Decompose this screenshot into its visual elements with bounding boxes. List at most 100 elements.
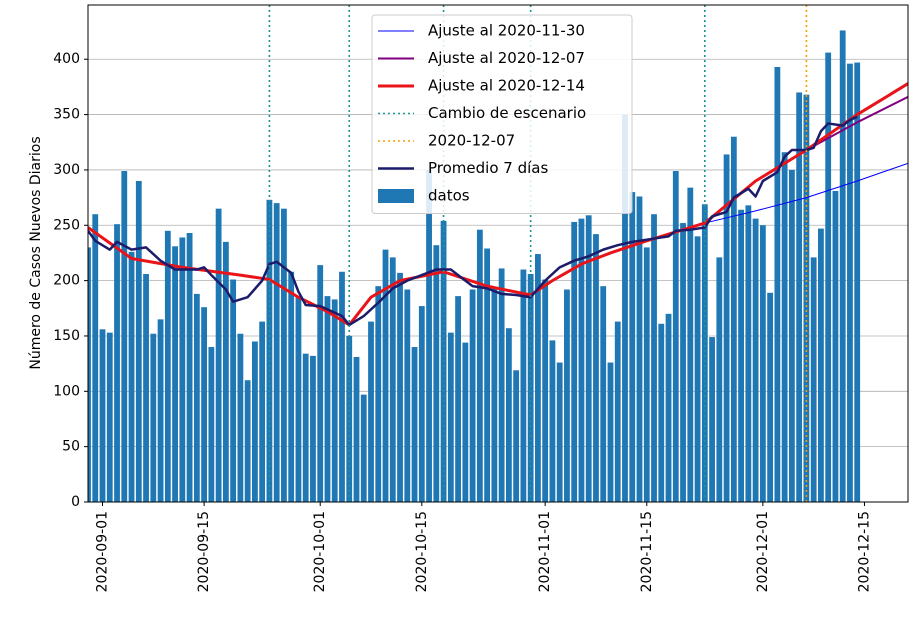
bar (106, 332, 113, 502)
x-tick-label: 2020-12-15 (856, 511, 872, 592)
bar (404, 289, 411, 502)
bar (331, 299, 338, 502)
bar (375, 286, 382, 502)
bar (389, 257, 396, 502)
bar (788, 169, 795, 502)
bar (237, 333, 244, 502)
bar (527, 273, 534, 502)
legend-label: Cambio de escenario (428, 104, 586, 122)
bar (600, 286, 607, 502)
bar (368, 321, 374, 502)
bar (752, 218, 759, 502)
y-tick-label: 350 (53, 107, 80, 123)
axes: 0 50 100 150 200 250 300 350 400 2020-09-01 2020-0… (53, 51, 872, 592)
bar (92, 214, 99, 502)
y-tick-label: 200 (53, 273, 80, 289)
bar (593, 234, 599, 502)
bar (832, 190, 839, 502)
bar (491, 287, 498, 502)
bar (542, 279, 549, 502)
legend-label: Ajuste al 2020-12-14 (428, 77, 585, 95)
bar (709, 337, 715, 502)
bar (426, 169, 432, 502)
bar (687, 187, 694, 502)
bar (230, 279, 237, 502)
bar (88, 247, 91, 502)
bar (549, 340, 556, 502)
bar (810, 257, 817, 502)
bar (672, 171, 679, 502)
x-tick-label: 2020-12-01 (755, 511, 771, 592)
bar (150, 333, 157, 502)
bar (585, 215, 592, 502)
bar (121, 171, 128, 502)
bar (781, 152, 788, 502)
bar (462, 342, 469, 502)
bar (658, 323, 665, 502)
x-tick-label: 2020-10-15 (414, 511, 430, 592)
bar (455, 296, 461, 502)
legend-label: Promedio 7 días (428, 159, 548, 177)
bar (179, 237, 186, 502)
bar (513, 370, 520, 502)
legend-label: Ajuste al 2020-12-07 (428, 49, 585, 67)
axes-frame (87, 4, 909, 503)
bar (135, 180, 142, 502)
bar (854, 62, 861, 502)
bar (244, 380, 251, 502)
bar (469, 289, 476, 502)
bar (157, 319, 164, 502)
line (88, 115, 858, 327)
bar (128, 251, 135, 502)
y-tick-label: 0 (71, 494, 80, 510)
bar (745, 205, 752, 502)
bar (259, 321, 266, 502)
bar (447, 332, 454, 502)
bar (651, 214, 657, 502)
legend-box (371, 14, 633, 214)
bar (818, 228, 824, 502)
bar (222, 241, 229, 502)
bar (803, 94, 810, 502)
bar (433, 245, 440, 502)
bar (665, 313, 672, 502)
bar (520, 269, 527, 502)
bar (505, 328, 512, 502)
bar (730, 136, 737, 502)
bar (643, 247, 650, 502)
y-tick-label: 150 (53, 328, 80, 344)
y-tick-label: 250 (53, 217, 80, 233)
bar (622, 114, 628, 502)
bar (767, 292, 774, 502)
bar (295, 297, 302, 502)
bar (273, 203, 280, 502)
bar (701, 204, 708, 502)
bar (302, 353, 309, 502)
x-tick-label: 2020-10-01 (312, 511, 328, 592)
bar (498, 268, 505, 502)
y-tick-label: 50 (62, 439, 80, 455)
bar (411, 347, 418, 502)
bar (476, 229, 483, 502)
legend-label: 2020-12-07 (428, 132, 515, 150)
bar (535, 254, 541, 502)
bar (418, 306, 425, 502)
bar (353, 356, 360, 502)
bar (629, 192, 636, 502)
bar (614, 321, 621, 502)
bar (564, 289, 570, 502)
x-tick-label: 2020-09-15 (196, 511, 212, 592)
bar (796, 92, 803, 502)
bar (201, 307, 208, 502)
bar (186, 233, 193, 502)
bar (716, 257, 723, 502)
x-tick-label: 2020-09-01 (95, 511, 111, 592)
bar (636, 196, 643, 502)
bar (774, 66, 781, 502)
bar (723, 154, 730, 502)
y-axis-label: Número de Casos Nuevos Diarios (28, 136, 44, 369)
bar (578, 218, 585, 502)
bar (738, 209, 744, 502)
bar (556, 362, 563, 502)
